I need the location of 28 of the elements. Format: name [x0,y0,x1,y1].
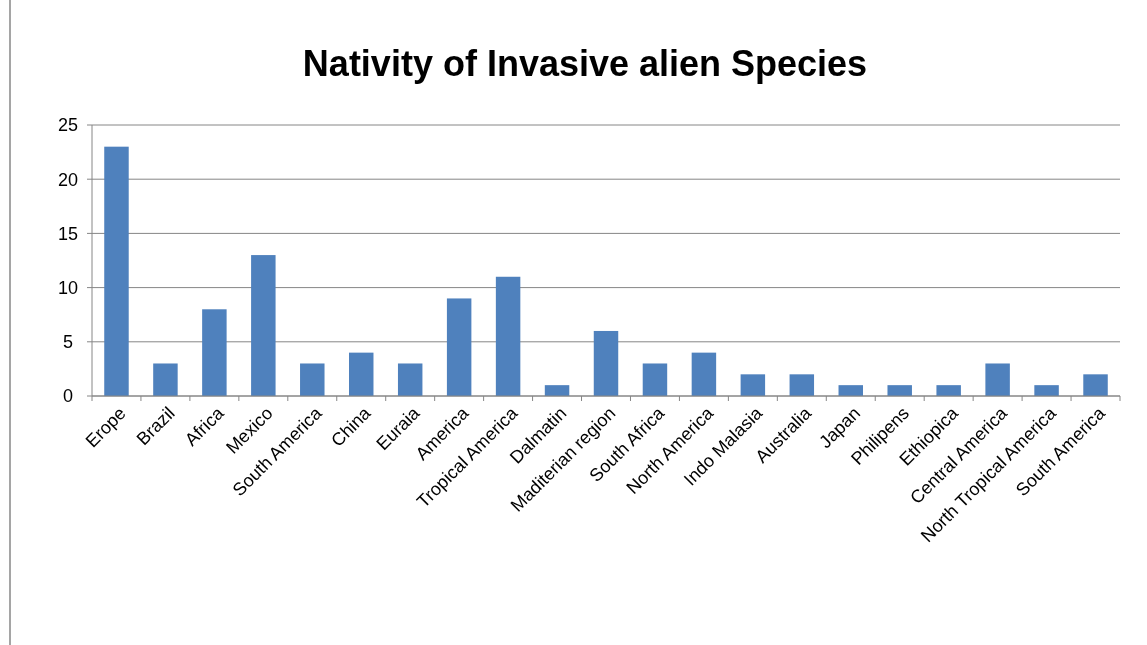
bar [740,374,766,396]
bar [104,146,129,396]
bar [251,255,276,396]
bar [495,276,521,396]
bar [838,385,863,396]
bar [985,363,1010,396]
bar [446,298,472,396]
bar [1083,374,1108,396]
bar [349,352,374,396]
y-tick-label: 15 [57,223,79,244]
bar [153,363,178,396]
chart-title: Nativity of Invasive alien Species [302,43,868,84]
bar [936,385,961,396]
bar [300,363,325,396]
bar [887,385,912,396]
bar [544,385,570,396]
y-tick-label: 10 [57,277,79,298]
bar [789,374,815,396]
bar [397,363,423,396]
bar [593,330,619,396]
bar [1034,385,1059,396]
bar [202,309,227,396]
y-tick-label: 5 [62,332,74,353]
bar [691,352,717,396]
y-tick-label: 0 [62,386,74,407]
bar [642,363,668,396]
y-tick-label: 20 [57,169,79,190]
y-tick-label: 25 [57,115,79,136]
